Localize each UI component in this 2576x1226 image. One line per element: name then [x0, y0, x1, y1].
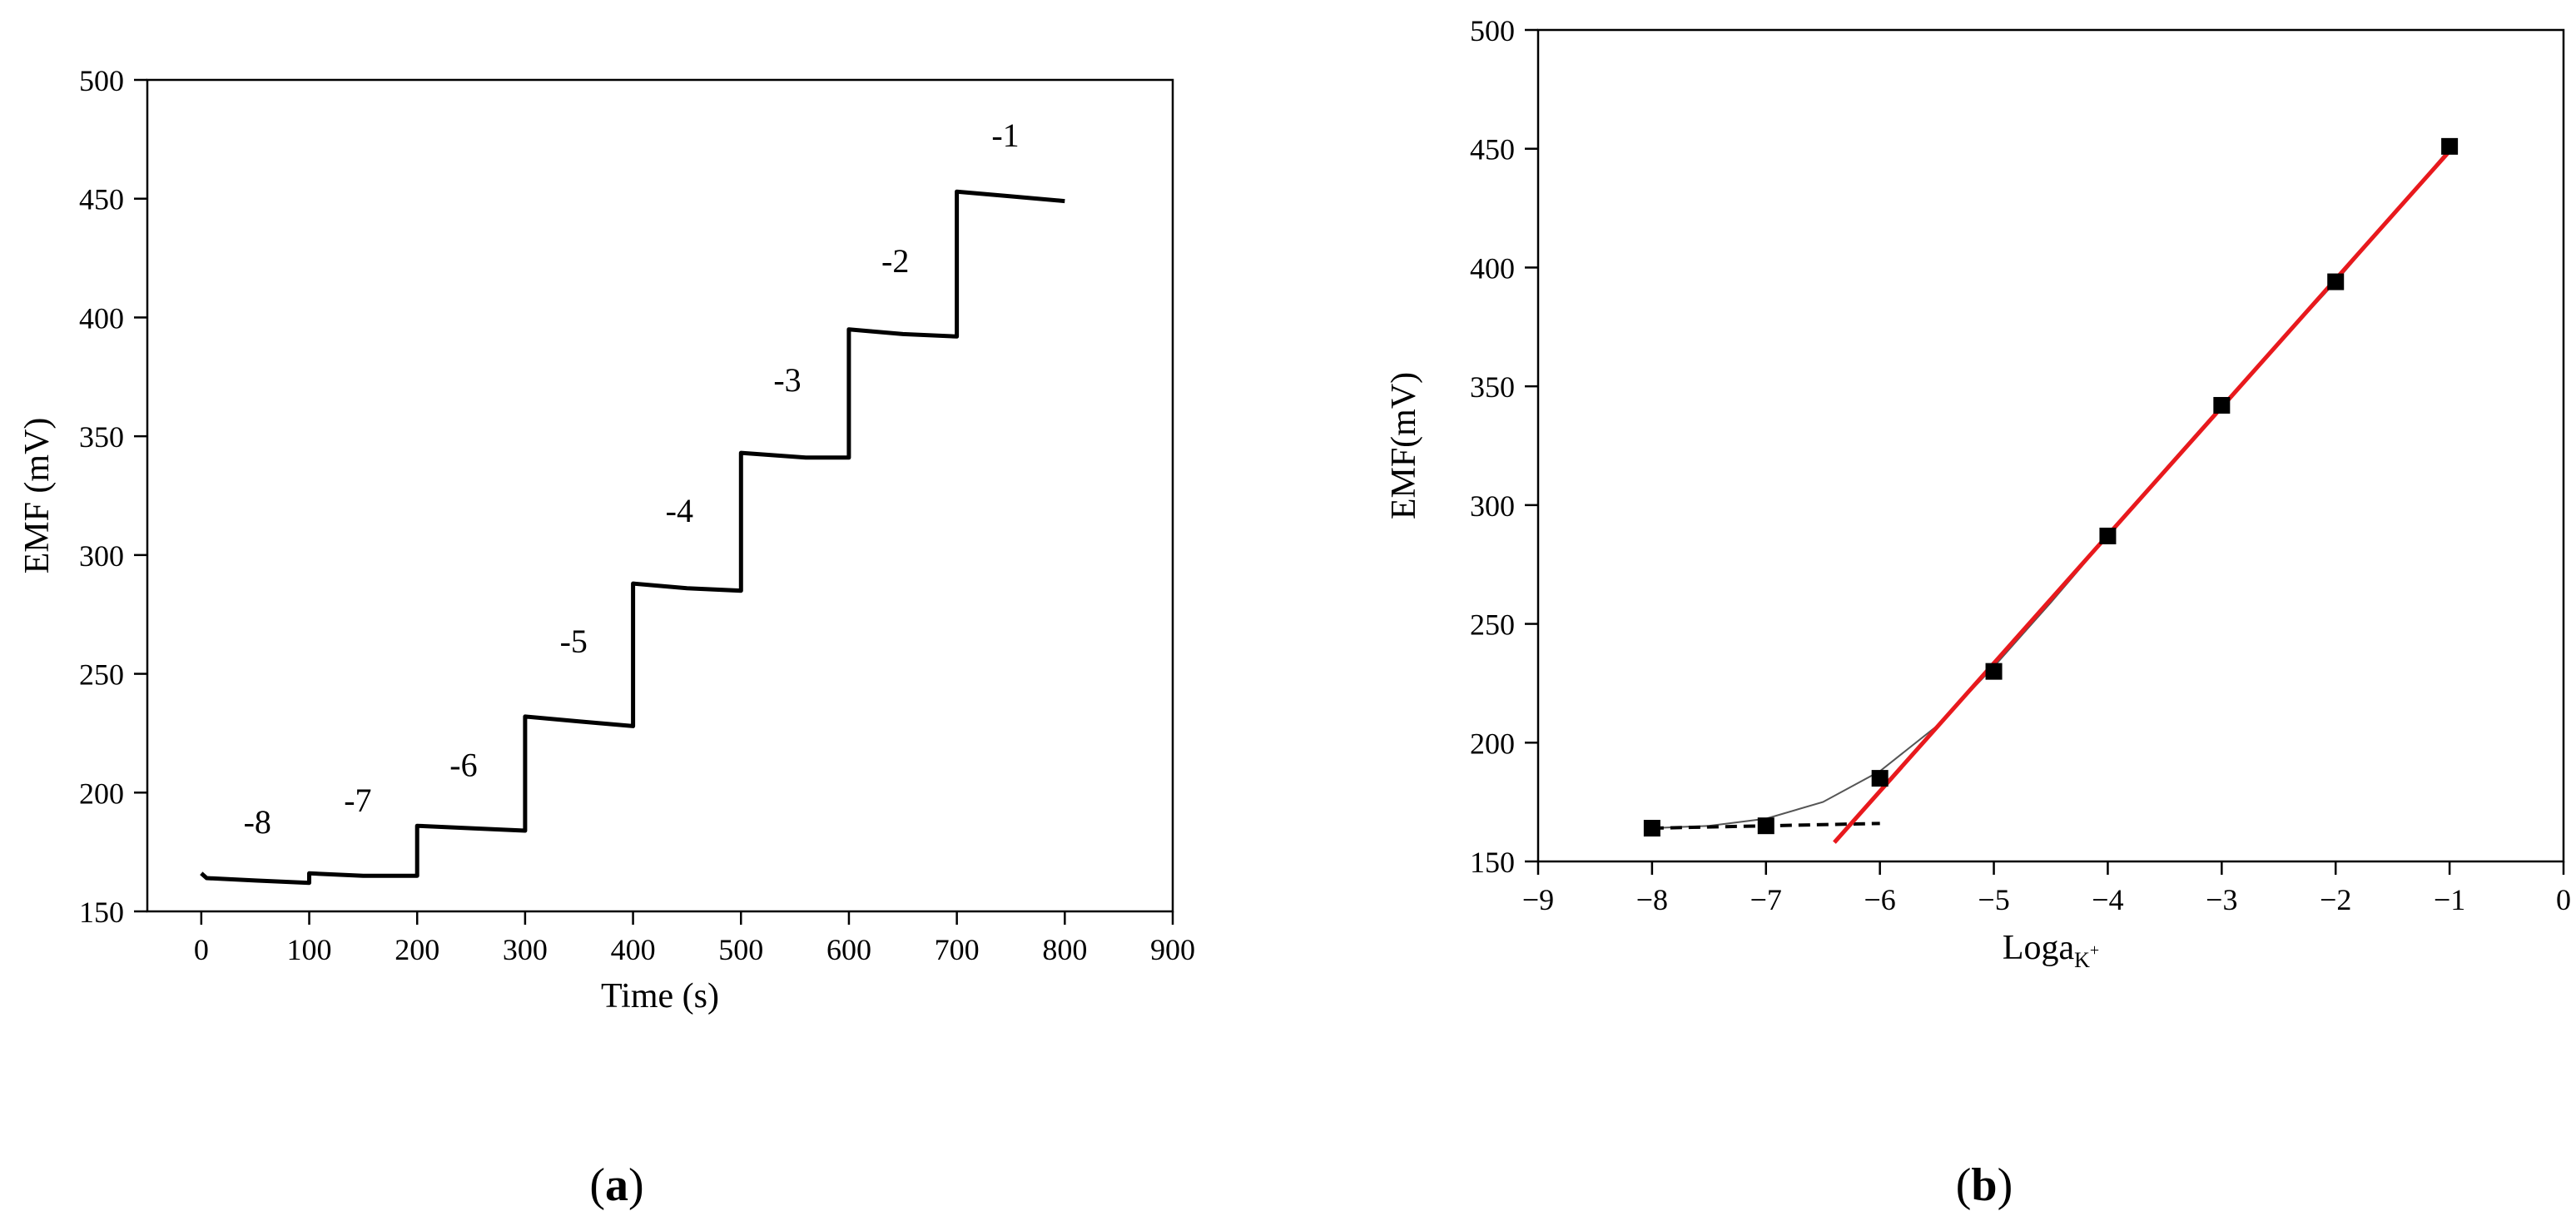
panel-letter-b: b	[1971, 1159, 1997, 1211]
chart-a-ticks	[134, 78, 1174, 925]
step-label: -4	[666, 492, 693, 529]
chart-a-x-axis-title: Time (s)	[601, 977, 719, 1015]
step-label: -8	[244, 803, 271, 841]
y-tick-label: 500	[79, 64, 124, 97]
y-tick-label: 450	[1470, 133, 1515, 166]
x-tick-label: −7	[1750, 883, 1782, 916]
chart-a-y-tick-labels: 150 200 250 300 350 400 450 500	[79, 64, 124, 929]
chart-a: 0 100 200 300 400 500 600 700 800 900 150 200 250 30…	[18, 64, 1195, 1211]
x-tick-label: −8	[1636, 883, 1668, 916]
linear-fit-line	[1833, 149, 2451, 844]
data-point	[1757, 817, 1774, 835]
fit-curve	[1651, 148, 2450, 829]
x-axis-title-superscript: +	[2090, 941, 2099, 960]
y-tick-label: 200	[1470, 727, 1515, 760]
x-tick-label: 300	[503, 933, 548, 966]
x-tick-label: −3	[2206, 883, 2237, 916]
x-tick-label: −9	[1522, 883, 1554, 916]
data-point	[2099, 527, 2117, 544]
x-axis-title-subscript: K	[2074, 948, 2090, 972]
data-point	[1643, 820, 1660, 837]
y-tick-label: 150	[79, 896, 124, 929]
step-label: -7	[344, 782, 371, 819]
y-tick-label: 500	[1470, 14, 1515, 47]
y-tick-label: 400	[1470, 251, 1515, 285]
x-axis-title-main: Loga	[2003, 929, 2075, 967]
x-tick-label: −4	[2092, 883, 2123, 916]
chart-a-step-labels: -8 -7 -6 -5 -4 -3 -2 -1	[244, 117, 1020, 841]
x-tick-label: 500	[718, 933, 763, 966]
data-point	[2213, 396, 2231, 414]
y-tick-label: 400	[79, 301, 124, 335]
x-tick-label: 0	[194, 933, 209, 966]
y-tick-label: 250	[79, 658, 124, 692]
data-point	[2441, 137, 2459, 155]
chart-a-plot-frame	[146, 78, 1174, 913]
y-tick-label: 150	[1470, 846, 1515, 879]
x-tick-label: 0	[2556, 883, 2571, 916]
y-tick-label: 200	[79, 777, 124, 810]
x-tick-label: 800	[1042, 933, 1087, 966]
step-label: -5	[560, 623, 588, 660]
chart-a-x-tick-labels: 0 100 200 300 400 500 600 700 800 900	[194, 933, 1195, 966]
chart-b-ticks	[1525, 28, 2565, 875]
y-tick-label: 300	[79, 539, 124, 573]
step-label: -6	[449, 746, 477, 783]
step-label: -1	[991, 117, 1019, 154]
y-tick-label: 250	[1470, 608, 1515, 642]
x-tick-label: −1	[2434, 883, 2465, 916]
panel-letter-a: a	[605, 1159, 628, 1211]
step-label: -2	[881, 242, 909, 280]
y-tick-label: 450	[79, 183, 124, 216]
x-tick-label: 700	[935, 933, 980, 966]
x-tick-label: 400	[611, 933, 656, 966]
data-point	[2327, 273, 2345, 290]
chart-b-y-axis-title: EMF(mV)	[1385, 372, 1423, 519]
panel-label-a: (a)	[589, 1159, 643, 1211]
data-point	[1985, 663, 2003, 680]
chart-b-y-tick-labels: 150 200 250 300 350 400 450 500	[1470, 14, 1515, 879]
series-line	[200, 189, 1065, 886]
chart-b-x-tick-labels: −9 −8 −7 −6 −5 −4 −3 −2 −1 0	[1522, 883, 2571, 916]
y-tick-label: 350	[1470, 370, 1515, 404]
chart-a-series	[200, 189, 1065, 886]
x-tick-label: 600	[826, 933, 871, 966]
data-point	[1871, 770, 1889, 787]
x-tick-label: 200	[395, 933, 439, 966]
panel-label-b: (b)	[1956, 1159, 2013, 1211]
chart-b-x-axis-title: LogaK+	[2003, 929, 2099, 972]
x-tick-label: 100	[287, 933, 332, 966]
x-tick-label: 900	[1150, 933, 1195, 966]
x-tick-label: −6	[1864, 883, 1896, 916]
chart-b-plot-frame	[1536, 28, 2565, 863]
x-tick-label: −5	[1978, 883, 2009, 916]
x-tick-label: −2	[2320, 883, 2351, 916]
chart-a-y-axis-title: EMF (mV)	[18, 418, 57, 574]
y-tick-label: 350	[79, 420, 124, 454]
chart-b: −9 −8 −7 −6 −5 −4 −3 −2 −1 0 150 200 250 300 350 400 45…	[1385, 14, 2571, 1211]
step-label: -3	[773, 361, 801, 399]
y-tick-label: 300	[1470, 489, 1515, 523]
chart-b-series	[1643, 137, 2459, 844]
